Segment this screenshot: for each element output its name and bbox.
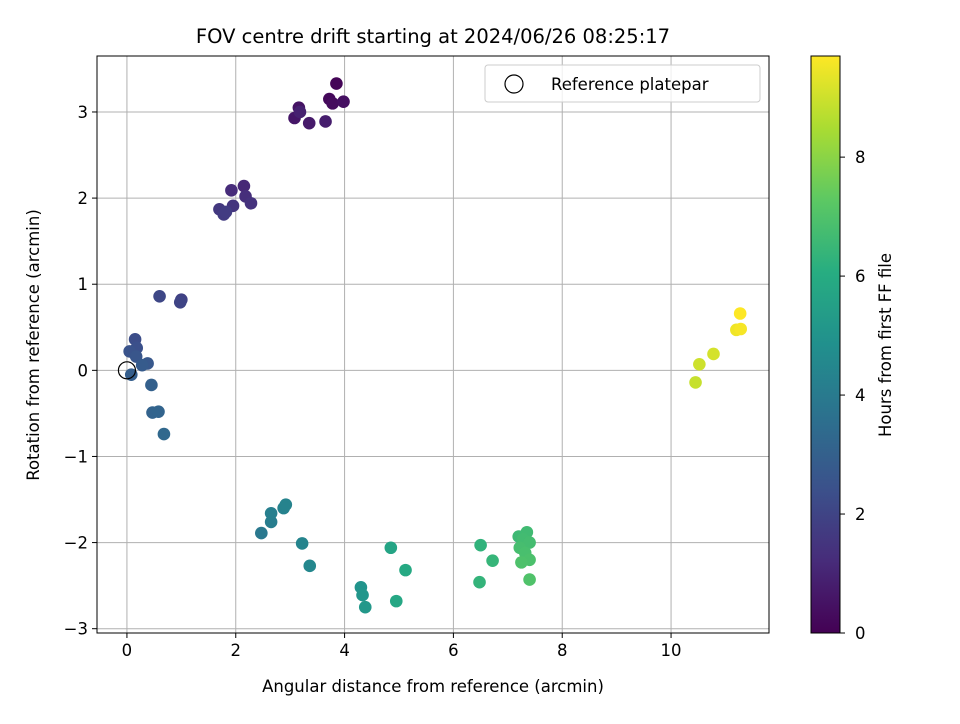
data-point (523, 573, 536, 586)
data-point (319, 115, 332, 128)
legend: Reference platepar (484, 64, 761, 103)
data-point (693, 358, 706, 371)
colorbar-label: Hours from first FF file (876, 253, 895, 437)
x-axis-label: Angular distance from reference (arcmin) (262, 677, 604, 696)
colorbar-tick-label: 4 (855, 386, 866, 405)
data-point (237, 179, 251, 193)
colorbar-tick-label: 6 (855, 267, 866, 286)
data-point (255, 526, 268, 540)
data-point (689, 376, 702, 389)
reference-platepar-marker (117, 361, 137, 380)
x-tick-label: 8 (557, 641, 568, 660)
data-point (152, 405, 165, 418)
colorbar-tick-label: 8 (855, 148, 866, 167)
x-tick-label: 10 (661, 641, 682, 660)
data-point (356, 588, 369, 602)
data-point (326, 97, 339, 110)
y-axis-label: Rotation from reference (arcmin) (24, 209, 43, 481)
x-tick-label: 6 (448, 641, 459, 660)
data-point (523, 536, 536, 549)
data-point (733, 307, 747, 320)
data-point (330, 77, 343, 90)
data-point (473, 575, 486, 589)
data-point (303, 559, 317, 573)
y-tick-label: −3 (64, 620, 88, 639)
y-tick-label: 2 (78, 189, 89, 208)
data-point (486, 554, 499, 567)
colorbar-frame (810, 55, 841, 634)
data-point (219, 205, 233, 219)
data-point (389, 594, 403, 608)
plot-frame (96, 55, 770, 634)
data-point (384, 541, 398, 555)
colorbar-tick-label: 0 (855, 624, 866, 643)
colorbar-gradient (811, 56, 840, 633)
y-tick-label: 0 (78, 361, 89, 380)
data-point (399, 563, 412, 577)
data-point (279, 498, 293, 511)
data-point (264, 506, 278, 520)
data-points (123, 77, 748, 614)
data-point (157, 427, 171, 441)
data-point (153, 289, 166, 303)
colorbar-tick-label: 2 (855, 505, 866, 524)
data-point (264, 515, 278, 529)
data-point (474, 538, 487, 552)
chart-title: FOV centre drift starting at 2024/06/26 … (196, 25, 670, 48)
data-point (225, 184, 238, 197)
data-point (337, 95, 350, 108)
legend-label: Reference platepar (551, 75, 709, 94)
data-point (734, 322, 748, 336)
data-point (302, 116, 316, 130)
x-tick-label: 2 (231, 641, 242, 660)
grid-lines (97, 56, 769, 633)
data-point (145, 378, 158, 392)
data-point (244, 196, 258, 210)
data-point (515, 556, 528, 569)
y-tick-label: −2 (64, 534, 88, 553)
plot-background (97, 56, 769, 633)
data-point (135, 358, 149, 372)
y-tick-label: −1 (64, 447, 88, 466)
legend-reference-marker (504, 74, 524, 94)
data-point (358, 600, 372, 614)
data-point (293, 105, 307, 119)
x-tick-label: 4 (339, 641, 350, 660)
colorbar: 0 2 4 6 8 Hours from first FF file (810, 55, 895, 643)
legend-box (484, 64, 761, 103)
data-point (173, 296, 187, 309)
axis-ticks: 0 2 4 6 8 10 −3 −2 −1 0 1 2 3 (64, 103, 682, 660)
y-tick-label: 1 (78, 275, 89, 294)
data-point (124, 368, 138, 381)
data-point (295, 537, 309, 550)
data-point (707, 347, 720, 361)
colorbar-ticks: 0 2 4 6 8 (840, 148, 866, 643)
x-tick-label: 0 (122, 641, 133, 660)
y-tick-label: 3 (78, 103, 89, 122)
